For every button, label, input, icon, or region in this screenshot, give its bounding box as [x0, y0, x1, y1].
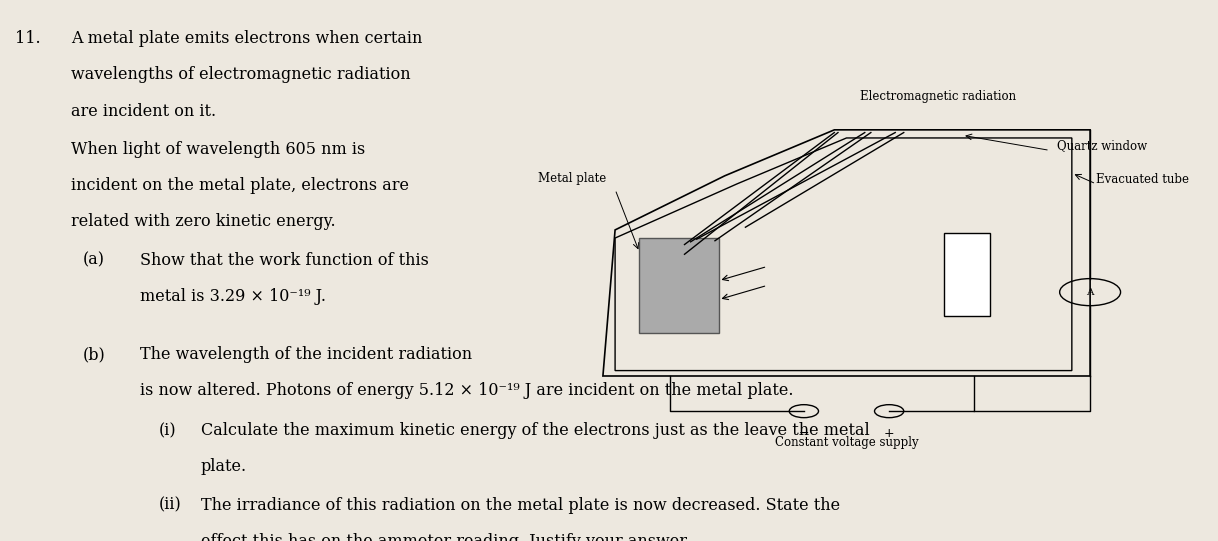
Text: The wavelength of the incident radiation: The wavelength of the incident radiation	[140, 346, 473, 363]
Text: (b): (b)	[83, 346, 106, 363]
Text: Electromagnetic radiation: Electromagnetic radiation	[860, 90, 1016, 103]
Text: Constant voltage supply: Constant voltage supply	[775, 436, 918, 448]
Text: (ii): (ii)	[158, 497, 181, 513]
Text: plate.: plate.	[201, 458, 247, 475]
Text: wavelengths of electromagnetic radiation: wavelengths of electromagnetic radiation	[71, 66, 410, 83]
Text: (a): (a)	[83, 252, 105, 268]
Text: −: −	[799, 427, 809, 440]
Text: Evacuated tube: Evacuated tube	[1096, 173, 1189, 186]
Text: is now altered. Photons of energy 5.12 × 10⁻¹⁹ J are incident on the metal plate: is now altered. Photons of energy 5.12 ×…	[140, 382, 794, 399]
Text: effect this has on the ammeter reading. Justify your answer.: effect this has on the ammeter reading. …	[201, 533, 691, 541]
Polygon shape	[603, 130, 1090, 376]
Text: 11.: 11.	[15, 30, 40, 47]
Text: are incident on it.: are incident on it.	[71, 103, 216, 120]
Text: +: +	[884, 427, 894, 440]
Text: related with zero kinetic energy.: related with zero kinetic energy.	[71, 213, 335, 230]
Text: A metal plate emits electrons when certain: A metal plate emits electrons when certa…	[71, 30, 421, 47]
Text: Show that the work function of this: Show that the work function of this	[140, 252, 429, 268]
Text: The irradiance of this radiation on the metal plate is now decreased. State the: The irradiance of this radiation on the …	[201, 497, 840, 513]
Bar	[639, 238, 719, 333]
Text: Quartz window: Quartz window	[1057, 140, 1147, 153]
Text: Metal plate: Metal plate	[538, 172, 607, 185]
Text: When light of wavelength 605 nm is: When light of wavelength 605 nm is	[71, 141, 365, 157]
Text: (i): (i)	[158, 422, 175, 439]
Text: Calculate the maximum kinetic energy of the electrons just as the leave the meta: Calculate the maximum kinetic energy of …	[201, 422, 870, 439]
Text: metal is 3.29 × 10⁻¹⁹ J.: metal is 3.29 × 10⁻¹⁹ J.	[140, 288, 326, 305]
Polygon shape	[615, 138, 1072, 371]
Text: A: A	[1086, 288, 1094, 296]
Text: incident on the metal plate, electrons are: incident on the metal plate, electrons a…	[71, 177, 409, 194]
Bar	[944, 233, 990, 316]
